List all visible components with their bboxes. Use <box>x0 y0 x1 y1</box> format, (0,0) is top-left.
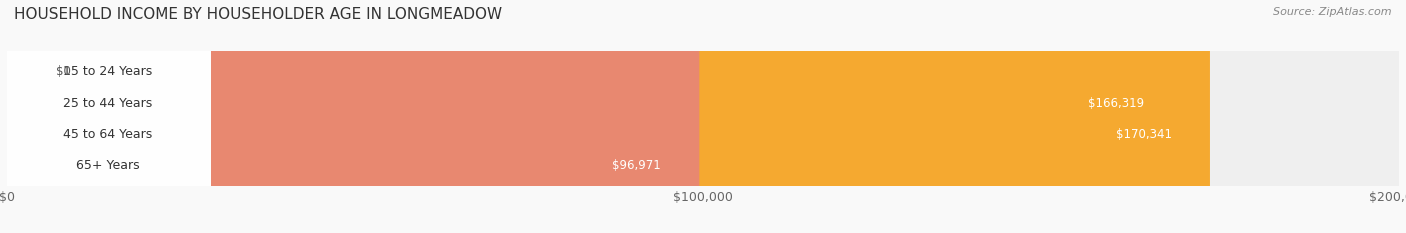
Text: $170,341: $170,341 <box>1116 128 1171 141</box>
Text: HOUSEHOLD INCOME BY HOUSEHOLDER AGE IN LONGMEADOW: HOUSEHOLD INCOME BY HOUSEHOLDER AGE IN L… <box>14 7 502 22</box>
FancyBboxPatch shape <box>0 0 1182 233</box>
Text: $96,971: $96,971 <box>612 159 661 172</box>
FancyBboxPatch shape <box>0 0 1211 233</box>
Text: 15 to 24 Years: 15 to 24 Years <box>63 65 153 78</box>
FancyBboxPatch shape <box>6 0 211 233</box>
Text: $0: $0 <box>56 65 70 78</box>
FancyBboxPatch shape <box>6 0 211 233</box>
Text: 25 to 44 Years: 25 to 44 Years <box>63 97 153 110</box>
Text: 65+ Years: 65+ Years <box>76 159 139 172</box>
Text: 45 to 64 Years: 45 to 64 Years <box>63 128 153 141</box>
Text: $166,319: $166,319 <box>1088 97 1143 110</box>
FancyBboxPatch shape <box>0 0 699 233</box>
FancyBboxPatch shape <box>6 0 211 233</box>
Text: Source: ZipAtlas.com: Source: ZipAtlas.com <box>1274 7 1392 17</box>
FancyBboxPatch shape <box>6 0 211 233</box>
